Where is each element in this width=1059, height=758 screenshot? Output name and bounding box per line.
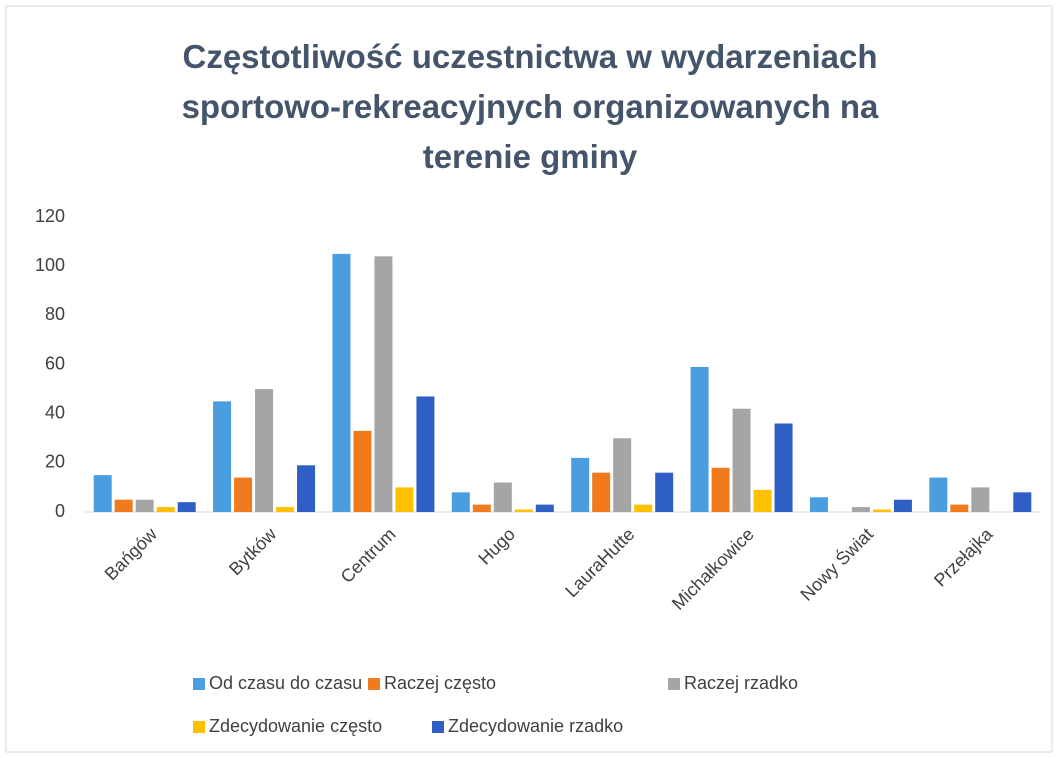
bar bbox=[234, 477, 253, 512]
y-tick-label: 40 bbox=[45, 402, 65, 422]
bar bbox=[451, 492, 470, 512]
legend-label: Raczej często bbox=[384, 673, 496, 693]
bar bbox=[353, 430, 372, 512]
legend-swatch bbox=[668, 678, 680, 690]
bar bbox=[592, 472, 611, 512]
bar bbox=[571, 457, 590, 512]
bar bbox=[416, 396, 435, 512]
bar bbox=[732, 408, 751, 512]
bar bbox=[93, 475, 112, 512]
bar bbox=[177, 502, 196, 512]
bar bbox=[893, 499, 912, 512]
legend-swatch bbox=[193, 721, 205, 733]
bar bbox=[929, 477, 948, 512]
bar bbox=[493, 482, 512, 512]
bar bbox=[297, 465, 316, 512]
bar bbox=[774, 423, 793, 512]
legend-swatch bbox=[368, 678, 380, 690]
bar bbox=[634, 504, 653, 512]
bar bbox=[395, 487, 414, 512]
bar bbox=[535, 504, 554, 512]
legend-swatch bbox=[432, 721, 444, 733]
bar bbox=[809, 497, 828, 512]
bar bbox=[374, 256, 393, 512]
bar bbox=[213, 401, 232, 512]
bar bbox=[472, 504, 491, 512]
bar bbox=[950, 504, 969, 512]
bar bbox=[276, 507, 295, 512]
bar bbox=[156, 507, 175, 512]
legend-label: Od czasu do czasu bbox=[209, 673, 362, 693]
legend-label: Zdecydowanie często bbox=[209, 716, 382, 736]
y-tick-label: 60 bbox=[45, 353, 65, 373]
chart-frame bbox=[5, 5, 1053, 753]
legend-label: Raczej rzadko bbox=[684, 673, 798, 693]
y-tick-label: 100 bbox=[35, 255, 65, 275]
bar bbox=[135, 499, 154, 512]
chart-title: Częstotliwość uczestnictwa w wydarzeniac… bbox=[181, 38, 879, 175]
bar bbox=[655, 472, 674, 512]
bar bbox=[851, 507, 870, 512]
y-tick-label: 120 bbox=[35, 206, 65, 226]
bar bbox=[753, 489, 772, 512]
bar bbox=[613, 438, 632, 512]
y-tick-label: 0 bbox=[55, 501, 65, 521]
y-tick-label: 20 bbox=[45, 452, 65, 472]
bar bbox=[114, 499, 133, 512]
bar bbox=[711, 467, 730, 512]
bar bbox=[255, 389, 274, 512]
y-tick-label: 80 bbox=[45, 304, 65, 324]
bar bbox=[332, 253, 351, 512]
legend-label: Zdecydowanie rzadko bbox=[448, 716, 623, 736]
legend-swatch bbox=[193, 678, 205, 690]
bar bbox=[872, 509, 891, 512]
bar bbox=[690, 366, 709, 512]
bar bbox=[971, 487, 990, 512]
bar bbox=[1013, 492, 1032, 512]
bar bbox=[514, 509, 533, 512]
